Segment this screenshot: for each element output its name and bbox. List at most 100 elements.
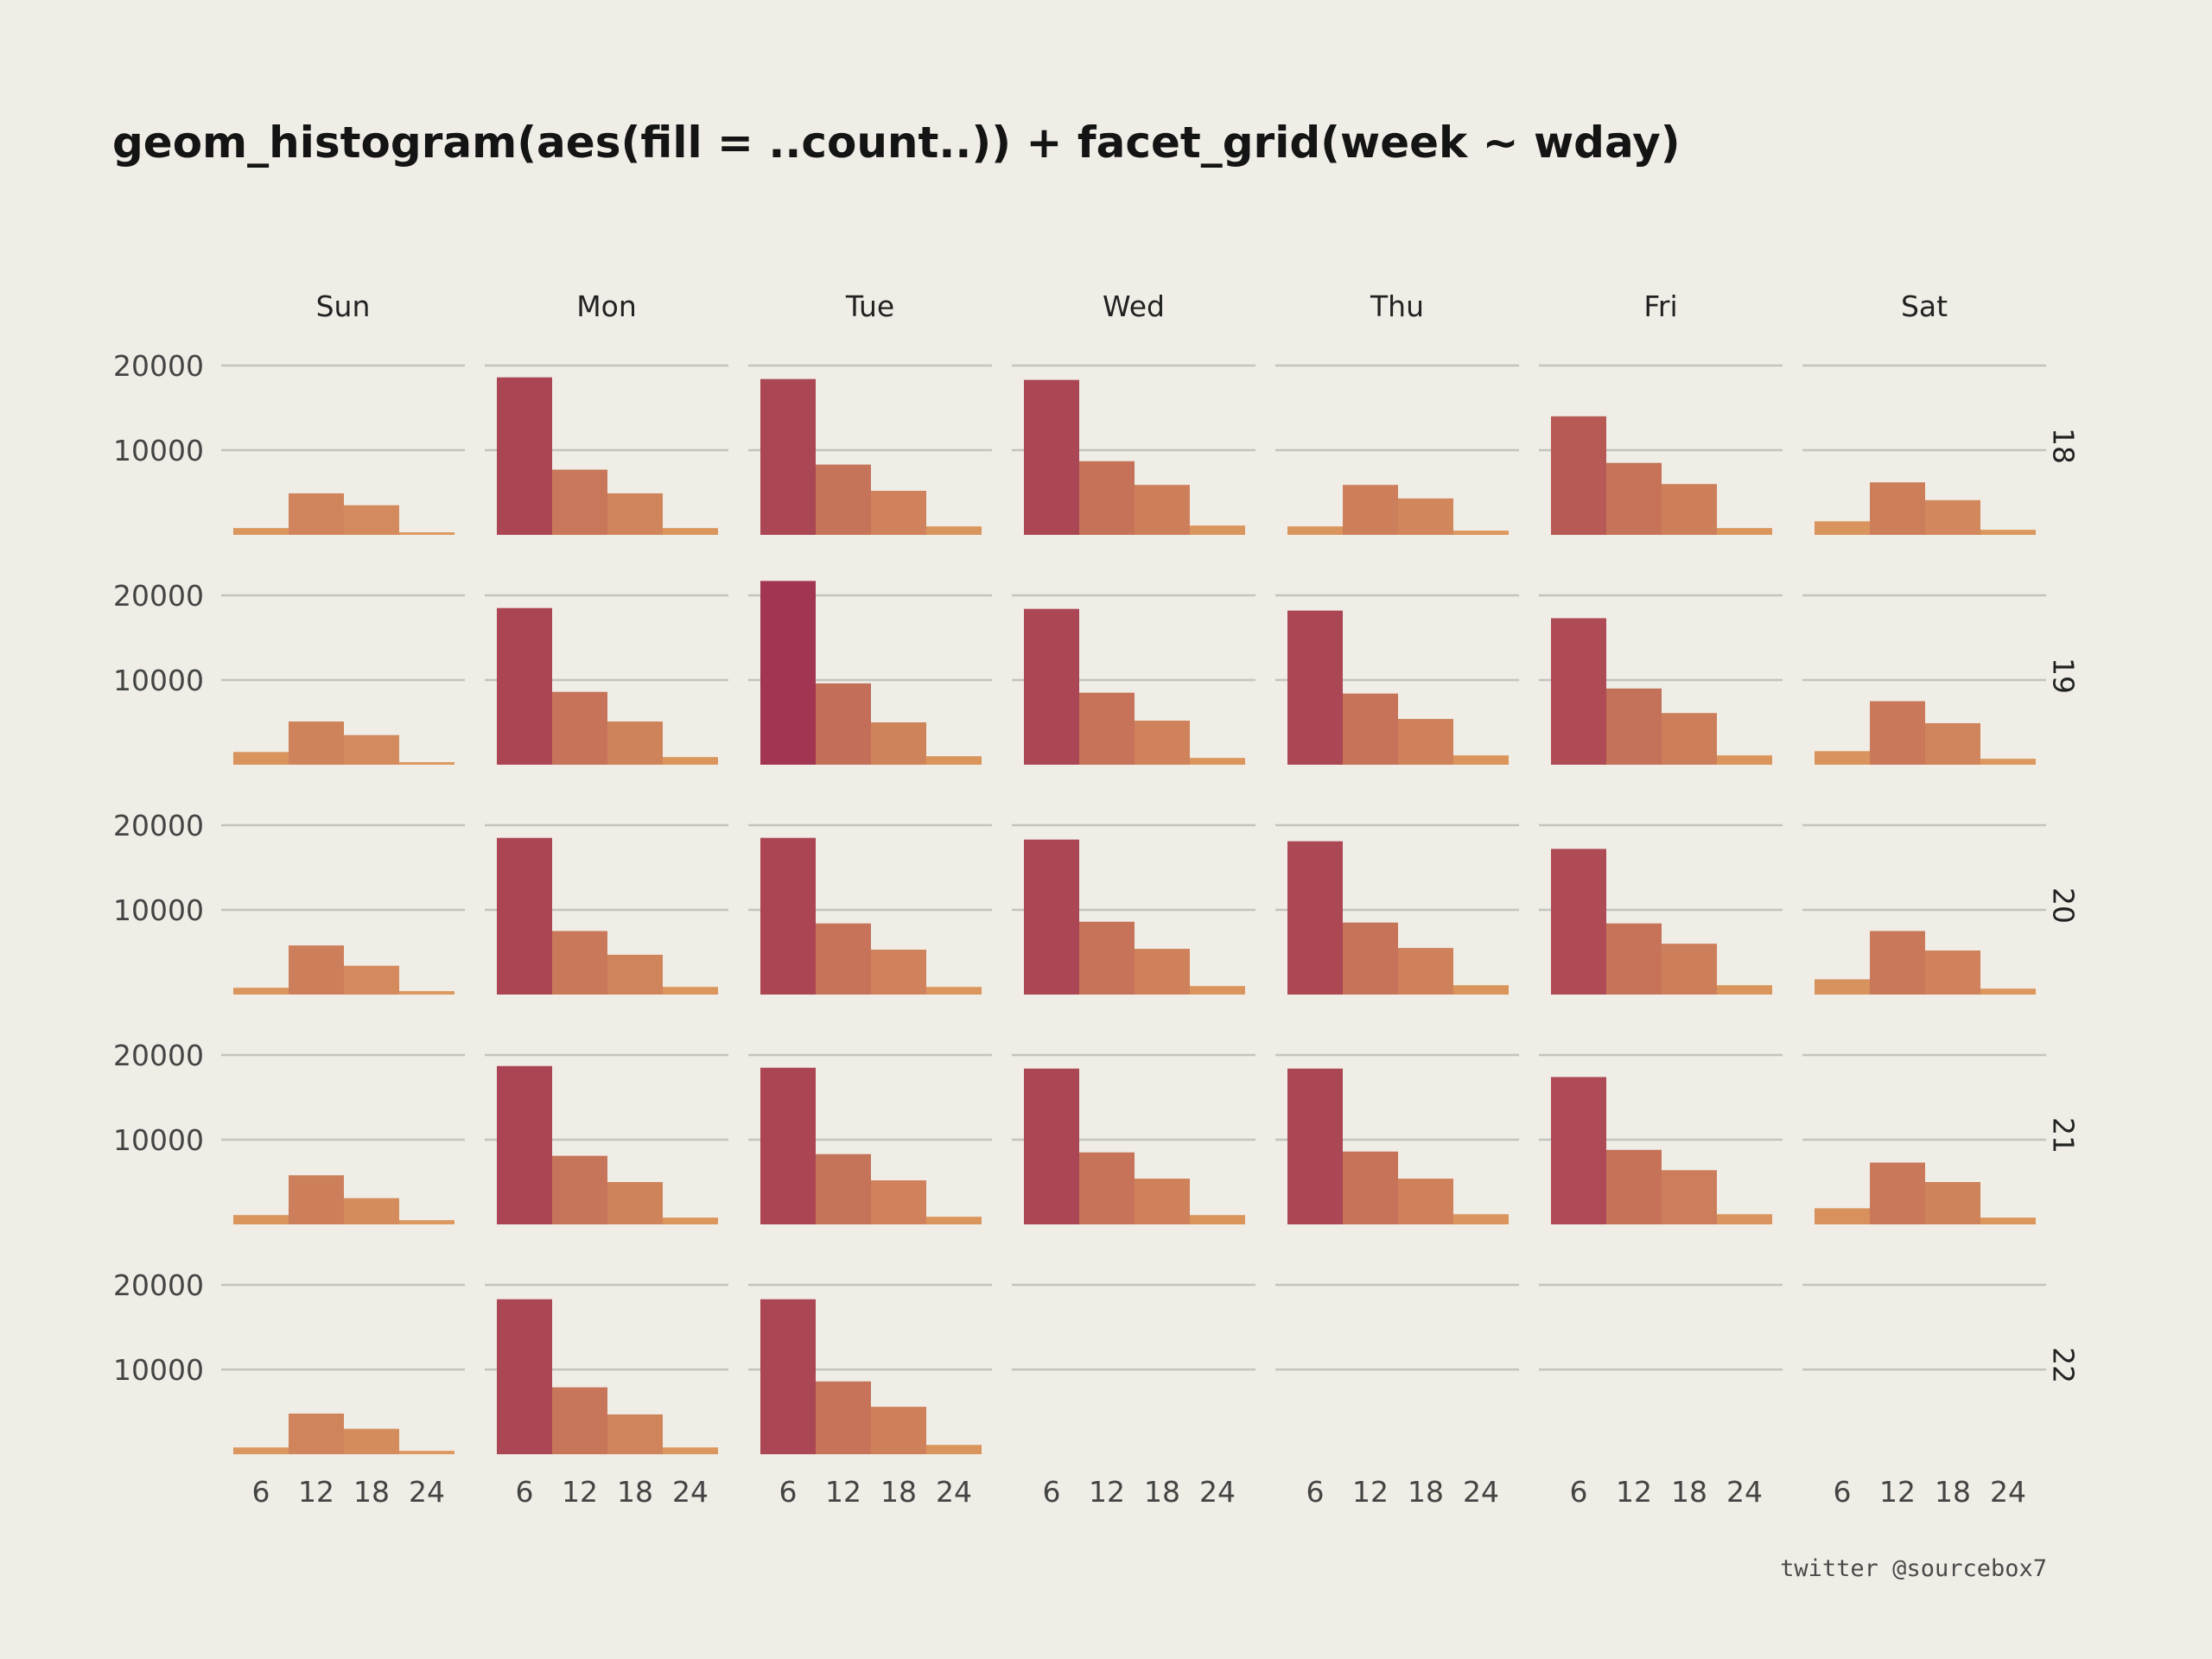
x-tick-label: 24 — [409, 1475, 445, 1509]
histogram-bar-sun-18-18 — [344, 505, 399, 535]
histogram-bar-mon-19-12 — [552, 691, 607, 765]
x-tick-label: 6 — [1570, 1475, 1588, 1509]
x-tick-label: 24 — [1726, 1475, 1763, 1509]
histogram-bar-sat-19-24 — [1980, 759, 2036, 765]
histogram-bar-tue-22-6 — [760, 1299, 816, 1454]
histogram-bar-thu-18-18 — [1398, 498, 1453, 535]
histogram-bar-tue-20-12 — [816, 923, 871, 995]
histogram-bar-fri-21-24 — [1717, 1214, 1772, 1224]
histogram-bar-wed-18-6 — [1024, 379, 1079, 535]
histogram-bar-thu-19-12 — [1343, 693, 1398, 765]
histogram-bar-thu-19-6 — [1287, 610, 1343, 765]
panel-sun-19 — [221, 594, 465, 765]
histogram-bar-sat-20-12 — [1870, 931, 1925, 995]
panel-wed-22 — [1012, 1283, 1255, 1371]
histogram-bar-thu-20-12 — [1343, 922, 1398, 995]
facet-col-label-tue: Tue — [845, 289, 894, 323]
histogram-bar-wed-20-6 — [1024, 839, 1079, 995]
histogram-bar-tue-22-24 — [926, 1445, 982, 1454]
x-tick-label: 6 — [1306, 1475, 1325, 1509]
histogram-bar-thu-19-24 — [1453, 755, 1509, 765]
histogram-bar-wed-19-24 — [1190, 758, 1245, 765]
x-axis-labels: 6 12 18 24 6 12 18 24 6 12 18 24 6 12 18 24 6 12 18 24 6 12 18… — [252, 1475, 2027, 1509]
y-tick-label: 20000 — [113, 809, 204, 842]
histogram-bar-fri-20-18 — [1662, 944, 1717, 995]
histogram-bar-sun-22-24 — [399, 1451, 454, 1454]
x-tick-label: 24 — [1463, 1475, 1499, 1509]
histogram-bar-fri-19-12 — [1606, 688, 1662, 765]
histogram-bar-fri-19-6 — [1551, 618, 1606, 765]
histogram-bar-sun-22-12 — [289, 1413, 344, 1454]
histogram-bar-sat-18-18 — [1925, 499, 1980, 535]
panel-wed-21 — [1012, 1053, 1255, 1224]
x-tick-label: 18 — [617, 1475, 653, 1509]
facet-col-label-mon: Mon — [576, 289, 637, 323]
facet-panels — [221, 364, 2046, 1454]
histogram-bar-wed-21-12 — [1079, 1152, 1135, 1224]
histogram-bar-mon-20-12 — [552, 931, 607, 995]
histogram-bar-wed-21-24 — [1190, 1215, 1245, 1224]
facet-row-label-19: 19 — [2047, 658, 2081, 694]
y-tick-label: 20000 — [113, 579, 204, 613]
histogram-bar-mon-18-6 — [497, 377, 552, 535]
caption: twitter @sourcebox7 — [1780, 1555, 2047, 1582]
histogram-bar-sat-18-24 — [1980, 530, 2036, 535]
histogram-bar-sun-21-24 — [399, 1220, 454, 1224]
histogram-bar-fri-18-24 — [1717, 528, 1772, 535]
histogram-bar-tue-20-6 — [760, 837, 816, 995]
y-tick-label: 10000 — [113, 434, 204, 467]
histogram-bar-mon-18-24 — [663, 528, 718, 535]
x-tick-label: 12 — [298, 1475, 334, 1509]
histogram-bar-wed-19-12 — [1079, 692, 1135, 765]
y-axis-labels: 20000 10000 20000 10000 20000 10000 20000 10000… — [113, 349, 204, 1387]
x-tick-label: 18 — [1671, 1475, 1707, 1509]
histogram-bar-mon-22-18 — [607, 1414, 663, 1454]
histogram-bar-sat-20-6 — [1815, 979, 1870, 995]
x-tick-label: 12 — [1616, 1475, 1652, 1509]
histogram-bar-sat-20-18 — [1925, 950, 1980, 995]
x-tick-label: 12 — [1352, 1475, 1389, 1509]
histogram-bar-fri-20-12 — [1606, 923, 1662, 995]
panel-tue-19 — [748, 581, 992, 765]
panel-sun-18 — [221, 364, 465, 535]
panel-fri-21 — [1539, 1053, 1783, 1224]
histogram-bar-tue-18-24 — [926, 526, 982, 535]
histogram-bar-tue-21-6 — [760, 1067, 816, 1224]
panel-mon-19 — [485, 594, 728, 765]
panel-wed-18 — [1012, 364, 1255, 535]
histogram-bar-wed-18-18 — [1135, 485, 1190, 535]
x-tick-label: 6 — [252, 1475, 270, 1509]
histogram-bar-sat-18-6 — [1815, 521, 1870, 535]
histogram-bar-sat-21-24 — [1980, 1217, 2036, 1224]
x-tick-label: 24 — [936, 1475, 972, 1509]
histogram-bar-thu-20-24 — [1453, 985, 1509, 995]
panel-fri-18 — [1539, 364, 1783, 535]
histogram-bar-thu-21-24 — [1453, 1214, 1509, 1224]
histogram-bar-tue-18-18 — [871, 491, 926, 535]
histogram-bar-mon-19-24 — [663, 757, 718, 765]
histogram-bar-thu-21-18 — [1398, 1179, 1453, 1224]
y-tick-label: 10000 — [113, 1123, 204, 1157]
panel-sun-21 — [221, 1053, 465, 1224]
facet-col-label-sun: Sun — [316, 289, 371, 323]
histogram-bar-sun-18-6 — [233, 528, 289, 535]
panel-mon-20 — [485, 823, 728, 995]
histogram-bar-sun-21-12 — [289, 1175, 344, 1224]
histogram-bar-tue-20-24 — [926, 987, 982, 995]
histogram-bar-thu-19-18 — [1398, 719, 1453, 765]
panel-thu-18 — [1275, 364, 1519, 535]
histogram-bar-mon-20-18 — [607, 954, 663, 995]
histogram-bar-fri-18-18 — [1662, 484, 1717, 535]
panel-sat-21 — [1802, 1053, 2046, 1224]
histogram-bar-mon-21-6 — [497, 1065, 552, 1224]
histogram-bar-tue-22-12 — [816, 1381, 871, 1454]
facet-row-label-20: 20 — [2047, 887, 2081, 924]
histogram-bar-fri-21-6 — [1551, 1077, 1606, 1224]
x-tick-label: 12 — [825, 1475, 861, 1509]
histogram-bar-wed-20-18 — [1135, 949, 1190, 995]
x-tick-label: 12 — [562, 1475, 598, 1509]
x-tick-label: 24 — [1990, 1475, 2026, 1509]
histogram-bar-sat-21-18 — [1925, 1182, 1980, 1224]
histogram-bar-fri-19-24 — [1717, 755, 1772, 765]
histogram-bar-mon-21-24 — [663, 1217, 718, 1224]
